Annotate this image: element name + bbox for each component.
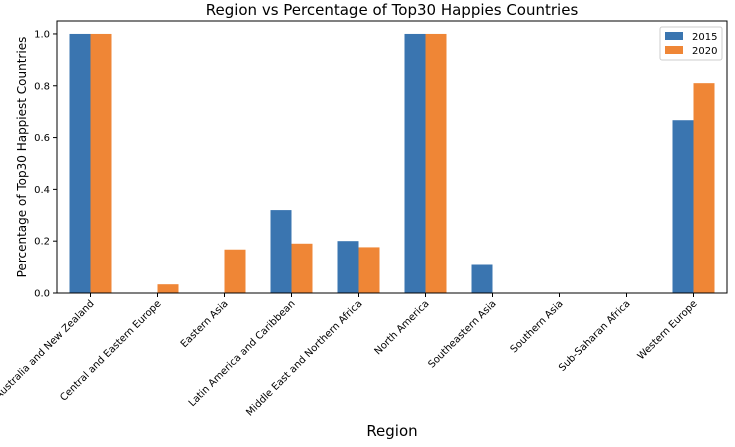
y-tick-label-3: 0.6	[34, 133, 50, 144]
x-tick-label-3: Latin America and Caribbean	[187, 298, 298, 409]
legend-swatch-2015	[665, 32, 683, 40]
bar-2020-1	[157, 284, 179, 293]
x-tick-label-9: Western Europe	[636, 298, 700, 362]
bar-2015-9	[672, 120, 694, 293]
plot-frame	[56, 20, 728, 294]
y-tick-label-1: 0.2	[34, 237, 50, 248]
bar-2020-9	[693, 83, 715, 293]
bar-2020-4	[358, 247, 380, 293]
bar-2015-3	[270, 210, 292, 293]
legend: 2015 2020	[659, 26, 723, 61]
y-tick-label-2: 0.4	[34, 185, 50, 196]
bar-2020-0	[90, 33, 112, 293]
x-tick-label-5: North America	[373, 298, 432, 357]
bar-2015-6	[471, 264, 493, 293]
x-tick-label-4: Middle East and Northern Africa	[244, 298, 364, 418]
legend-label-2015: 2015	[692, 32, 717, 43]
chart-title: Region vs Percentage of Top30 Happies Co…	[206, 1, 579, 19]
x-tick-label-8: Sub-Saharan Africa	[557, 298, 633, 374]
y-axis-label: Percentage of Top30 Happiest Countries	[15, 37, 29, 278]
legend-swatch-2020	[665, 46, 683, 54]
bar-2020-2	[224, 249, 246, 293]
bar-2015-5	[404, 33, 426, 293]
y-tick-label-4: 0.8	[34, 81, 50, 92]
y-tick-label-5: 1.0	[34, 29, 50, 40]
bar-2020-3	[291, 243, 313, 293]
bar-2015-0	[69, 33, 91, 293]
x-tick-label-2: Eastern Asia	[179, 298, 231, 350]
bar-2020-5	[425, 33, 447, 293]
bars-layer	[69, 33, 715, 293]
legend-label-2020: 2020	[692, 46, 717, 57]
x-tick-label-7: Southern Asia	[509, 298, 566, 355]
y-tick-label-0: 0.0	[34, 289, 50, 300]
x-axis-label: Region	[366, 422, 417, 440]
x-tick-label-6: Southeastern Asia	[426, 298, 498, 370]
bar-2015-4	[337, 241, 359, 293]
